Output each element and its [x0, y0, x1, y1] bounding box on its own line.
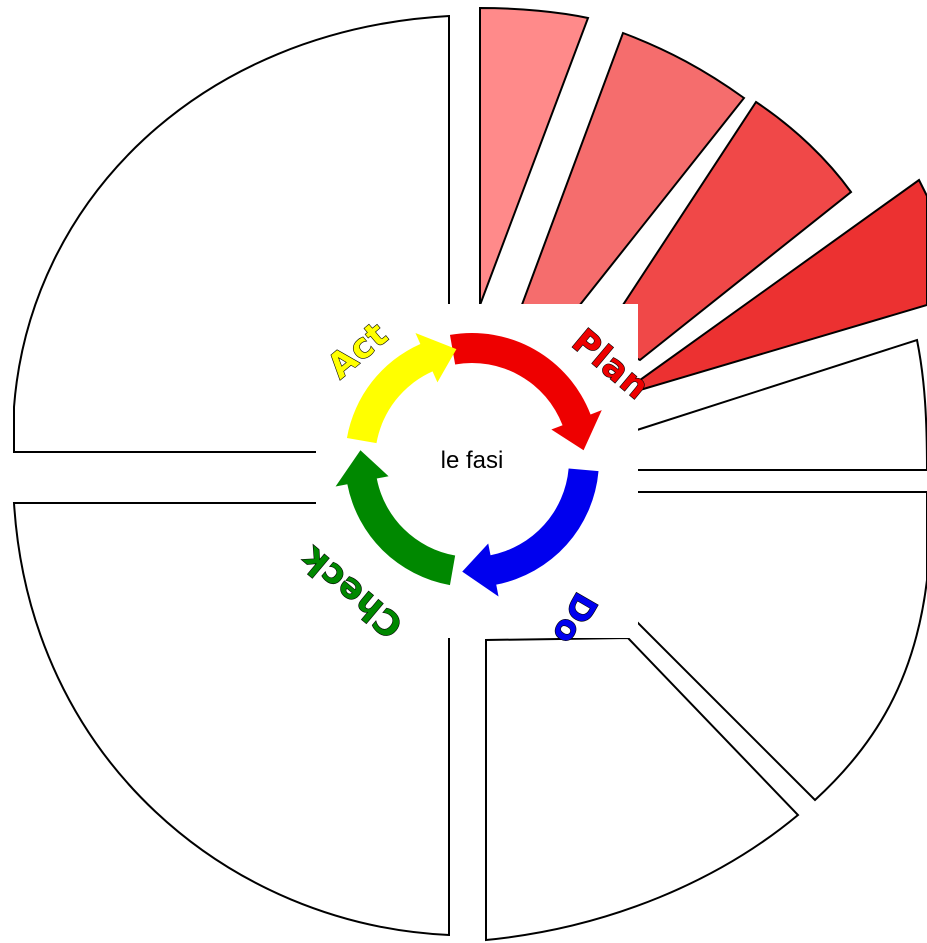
plan-arrow: [449, 333, 602, 451]
sector-plan-1: [479, 6, 590, 306]
center-label: le fasi: [441, 447, 504, 474]
sector-do-2: [636, 491, 927, 802]
cycle-ring: [335, 333, 602, 597]
sector-plan-2: [518, 31, 746, 332]
check-arrow: [335, 450, 456, 586]
sector-plan-4: [639, 178, 927, 392]
sector-plan-3: [598, 100, 853, 362]
sector-do-3: [485, 636, 800, 942]
act-arrow: [346, 333, 457, 444]
do-arrow: [462, 468, 599, 597]
